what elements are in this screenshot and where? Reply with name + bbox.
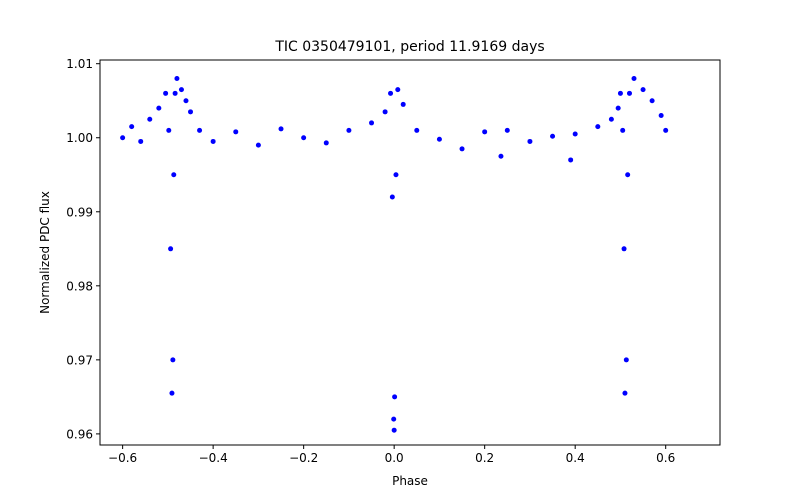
data-point [658, 113, 664, 119]
data-point [197, 127, 203, 133]
data-point [166, 127, 172, 133]
data-point [389, 194, 395, 200]
data-point [188, 109, 194, 115]
data-point [168, 246, 174, 252]
data-point [631, 76, 637, 82]
plot-frame [99, 59, 721, 446]
data-point [255, 142, 261, 148]
x-tick-label: −0.2 [289, 451, 318, 465]
x-tick-label: 0.4 [566, 451, 585, 465]
y-tick-label: 1.01 [66, 57, 93, 71]
y-tick-label: 0.96 [66, 427, 93, 441]
chart-title: TIC 0350479101, period 11.9169 days [274, 39, 544, 55]
data-points [120, 76, 669, 433]
x-tick-label: 0.0 [385, 451, 404, 465]
y-tick-label: 0.99 [66, 205, 93, 219]
data-point [626, 90, 632, 96]
data-point [156, 105, 162, 111]
data-point [174, 76, 180, 82]
data-point [482, 129, 488, 135]
data-point [621, 246, 627, 252]
x-tick-label: 0.2 [475, 451, 494, 465]
data-point [550, 133, 556, 139]
data-point [649, 98, 655, 104]
data-point [640, 87, 646, 93]
x-tick-label: 0.6 [656, 451, 675, 465]
data-point [183, 98, 189, 104]
x-tick-label: −0.6 [108, 451, 137, 465]
x-tick-label: −0.4 [199, 451, 228, 465]
data-point [147, 116, 153, 122]
data-point [504, 127, 510, 133]
data-point [400, 101, 406, 107]
data-point [388, 90, 394, 96]
data-point [163, 90, 169, 96]
data-point [498, 153, 504, 159]
data-point [301, 135, 307, 141]
data-point [233, 129, 239, 135]
data-point [622, 390, 628, 396]
data-point [169, 390, 175, 396]
data-point [391, 416, 397, 422]
data-point [393, 172, 399, 178]
data-point [120, 135, 126, 141]
y-axis-label: Normalized PDC flux [38, 191, 52, 314]
data-point [172, 90, 178, 96]
data-point [323, 140, 329, 146]
data-point [617, 90, 623, 96]
data-point [527, 138, 533, 144]
data-point [572, 131, 578, 137]
data-point [436, 136, 442, 142]
data-point [623, 357, 629, 363]
data-point [369, 120, 375, 126]
x-axis-label: Phase [392, 474, 428, 488]
data-point [129, 124, 135, 130]
y-tick-label: 0.98 [66, 279, 93, 293]
data-point [620, 127, 626, 133]
data-point [178, 87, 184, 93]
data-point [392, 394, 398, 400]
data-point [568, 157, 574, 163]
data-point [615, 105, 621, 111]
data-point [459, 146, 465, 152]
data-point [395, 87, 401, 93]
data-point [391, 427, 397, 433]
data-point [663, 127, 669, 133]
data-point [170, 357, 176, 363]
data-point [138, 138, 144, 144]
data-point [595, 124, 601, 130]
data-point [278, 126, 284, 132]
x-axis: −0.6 −0.4 −0.2 0.0 0.2 0.4 0.6 [108, 445, 675, 465]
y-tick-label: 0.97 [66, 353, 93, 367]
data-point [414, 127, 420, 133]
y-tick-label: 1.00 [66, 131, 93, 145]
data-point [210, 138, 216, 144]
data-point [382, 109, 388, 115]
data-point [171, 172, 177, 178]
data-point [608, 116, 614, 122]
data-point [625, 172, 631, 178]
data-point [346, 127, 352, 133]
y-axis: 0.96 0.97 0.98 0.99 1.00 1.01 [66, 57, 100, 441]
